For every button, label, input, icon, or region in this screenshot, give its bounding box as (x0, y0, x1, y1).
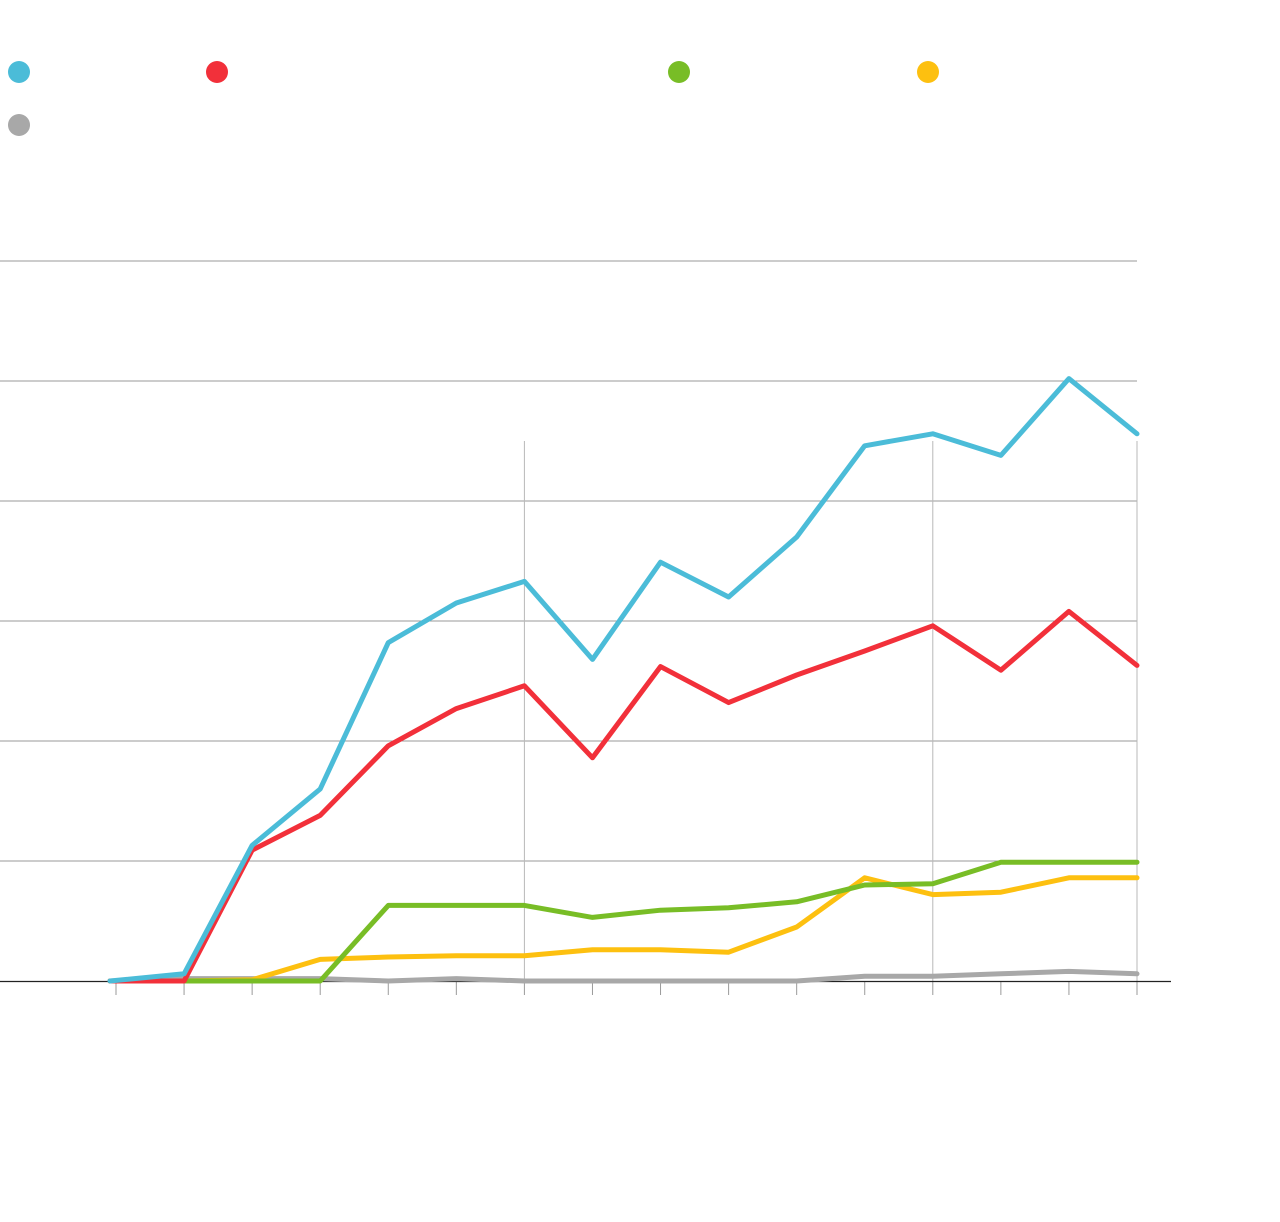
series-line-2 (107, 608, 1140, 984)
legend-marker-3 (668, 61, 690, 83)
series-line-3 (107, 859, 1140, 984)
series-lines (107, 376, 1140, 984)
legend (8, 61, 939, 136)
legend-marker-4 (917, 61, 939, 83)
series-line-1 (107, 376, 1140, 984)
legend-marker-2 (206, 61, 228, 83)
legend-marker-1 (8, 61, 30, 83)
series-line-4 (107, 875, 1140, 984)
legend-marker-5 (8, 114, 30, 136)
gridlines (0, 260, 1138, 981)
